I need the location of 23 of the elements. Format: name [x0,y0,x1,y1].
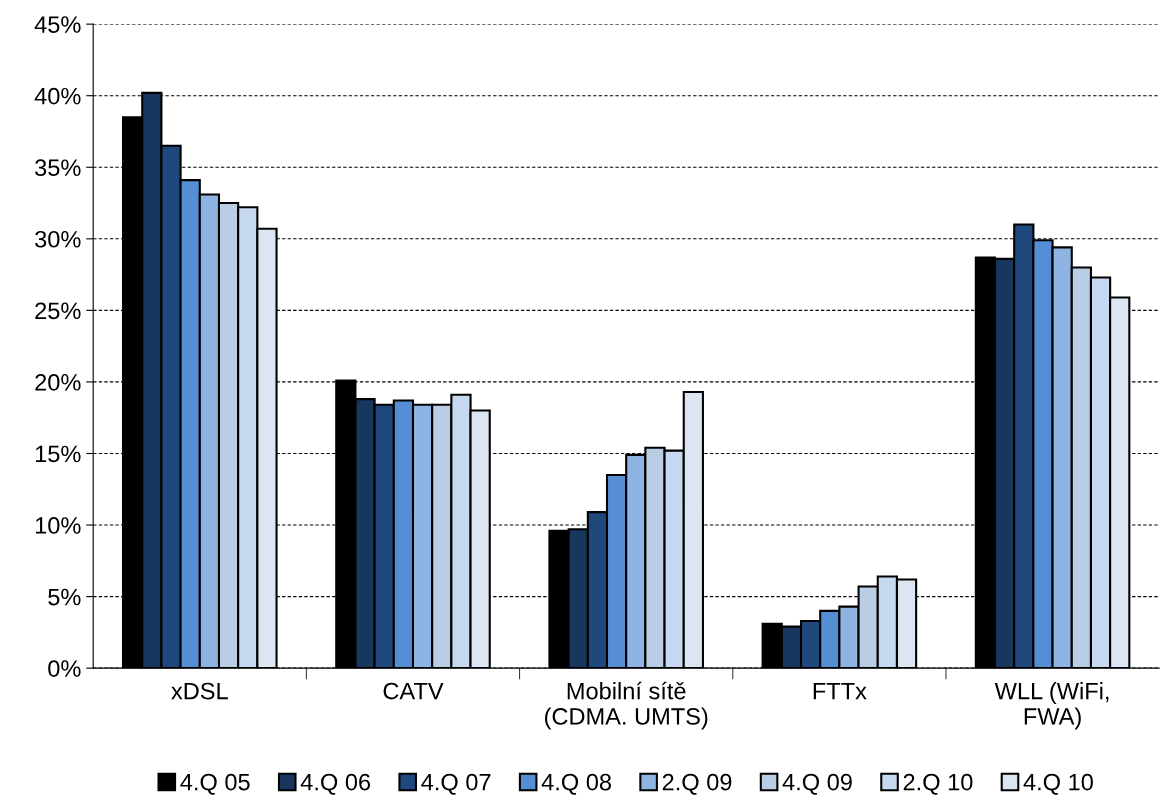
legend-label: 4.Q 06 [300,773,371,795]
legend-label: 2.Q 10 [903,773,973,795]
legend-label: 4.Q 09 [782,773,852,795]
legend-label: 4.Q 08 [541,773,611,795]
y-tick-label: 35% [35,159,81,177]
legend-label: 4.Q 07 [421,773,491,795]
x-tick-label: xDSL [171,682,228,700]
y-tick-label: 25% [35,302,81,320]
y-tick-label: 5% [48,588,81,606]
legend-label: 4.Q 05 [180,773,250,795]
x-tick-label: Mobilní sítě (CDMA. UMTS) [545,681,708,730]
y-tick-label: 30% [35,230,81,248]
x-tick-label: FTTx [813,682,867,700]
y-tick-label: 45% [34,16,81,33]
y-tick-label: 10% [35,517,81,534]
x-tick-label: CATV [383,682,444,700]
x-tick-label: WLL (WiFi, FWA) [994,682,1109,730]
y-tick-label: 0% [48,660,81,677]
y-tick-label: 20% [35,374,81,391]
legend-label: 4.Q 10 [1023,773,1093,795]
y-tick-label: 15% [35,445,81,463]
legend-label: 2.Q 09 [662,773,732,795]
y-tick-label: 40% [34,87,81,105]
